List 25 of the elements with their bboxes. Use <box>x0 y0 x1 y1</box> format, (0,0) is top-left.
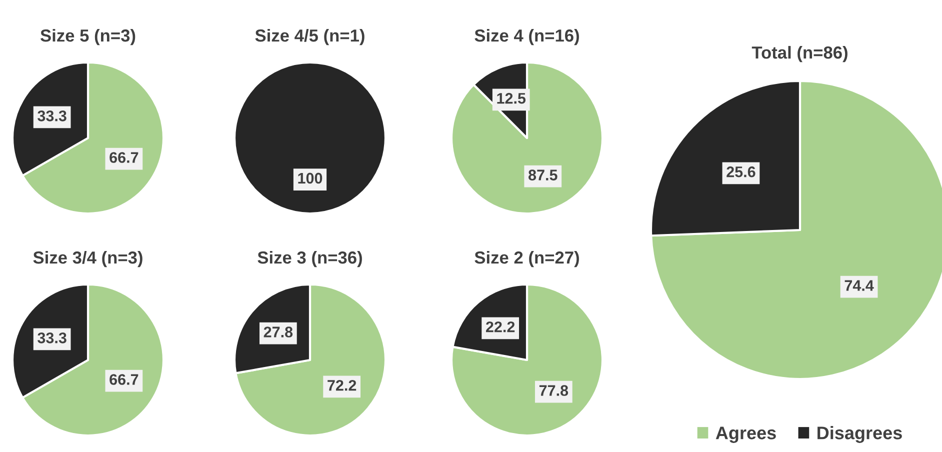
data-label: 25.6 <box>726 166 756 178</box>
data-label: 33.3 <box>38 332 66 344</box>
chart-title: Size 4 (n=16) <box>474 28 579 46</box>
legend-label: Agrees <box>716 426 776 443</box>
chart-title: Total (n=86) <box>752 46 848 62</box>
pie-slice <box>450 61 604 215</box>
chart-title: Size 3 (n=36) <box>258 250 362 268</box>
data-label: 66.7 <box>110 152 138 163</box>
data-label: 87.5 <box>528 170 558 180</box>
chart-title: Size 2 (n=27) <box>474 250 579 268</box>
data-label: 72.2 <box>328 380 356 391</box>
pie-slice <box>450 283 604 437</box>
pie-slice <box>234 283 387 437</box>
data-label: 22.2 <box>486 321 515 332</box>
data-label: 100 <box>298 172 322 184</box>
data-label: 77.8 <box>539 385 568 396</box>
data-label: 27.8 <box>264 326 293 338</box>
data-label: 33.3 <box>38 110 66 122</box>
legend-label: Disagrees <box>818 426 902 443</box>
chart-title: Size 3/4 (n=3) <box>33 250 142 268</box>
data-label: 12.5 <box>497 92 526 104</box>
chart-title: Size 4/5 (n=1) <box>255 28 364 46</box>
chart-title: Size 5 (n=3) <box>40 28 136 46</box>
data-label: 74.4 <box>844 280 874 291</box>
data-label: 66.7 <box>110 374 138 385</box>
